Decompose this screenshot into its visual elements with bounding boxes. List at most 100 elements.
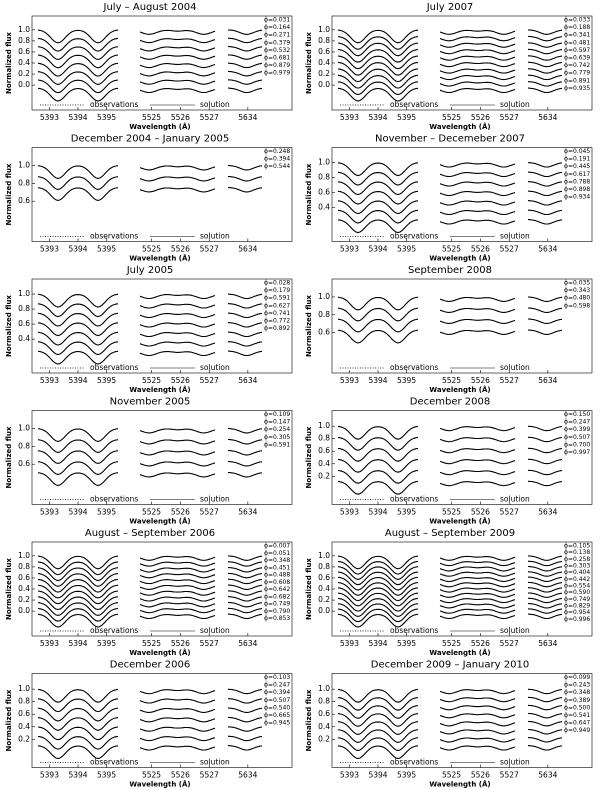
- plot-frame: [331, 278, 593, 374]
- y-axis-label: Normalized flux: [305, 295, 313, 357]
- x-tick-label: 5393: [340, 376, 359, 385]
- x-tick-label: 5394: [368, 639, 387, 648]
- y-tick-label: 1.0: [18, 160, 30, 169]
- y-tick-label: 0.8: [18, 304, 30, 313]
- spectrum: [528, 55, 563, 61]
- legend-label: observations: [90, 495, 138, 504]
- legend-label: solution: [500, 232, 530, 241]
- y-tick-label: 0.0: [318, 606, 330, 615]
- spectrum: [337, 469, 419, 484]
- x-tick-label: 5526: [171, 771, 190, 780]
- spectrum: [527, 81, 563, 87]
- panel-title: December 2008: [410, 397, 490, 408]
- spectrum: [439, 181, 516, 187]
- spectrum: [227, 716, 263, 723]
- phase-label: ϕ=0.348: [564, 689, 590, 696]
- y-tick-label: 0.6: [318, 188, 330, 197]
- phase-label: ϕ=0.451: [264, 564, 290, 571]
- x-tick-label: 5634: [238, 245, 257, 254]
- phase-label: ϕ=0.258: [564, 556, 590, 563]
- spectrum: [337, 566, 419, 580]
- x-axis-label: Wavelength (Å): [429, 648, 490, 657]
- spectrum: [439, 582, 516, 588]
- phase-label: ϕ=0.935: [564, 85, 590, 92]
- spectrum: [227, 29, 263, 35]
- y-tick-label: 1.0: [318, 421, 330, 430]
- x-tick-label: 5525: [442, 376, 461, 385]
- phase-label: ϕ=0.305: [264, 434, 290, 441]
- x-tick-label: 5634: [538, 113, 557, 122]
- phase-label: ϕ=0.481: [564, 39, 590, 46]
- x-tick-label: 5526: [171, 245, 190, 254]
- legend-label: solution: [200, 495, 230, 504]
- panel-title: November – Decemeber 2007: [375, 134, 525, 145]
- spectrum: [139, 322, 216, 328]
- phase-label: ϕ=0.488: [264, 572, 290, 579]
- spectrum: [337, 48, 419, 63]
- spectrum: [337, 329, 419, 344]
- spectrum: [527, 190, 563, 197]
- spectrum: [337, 209, 419, 224]
- y-tick-label: 0.2: [318, 471, 330, 480]
- x-tick-label: 5525: [442, 639, 461, 648]
- spectrum: [337, 571, 419, 586]
- y-axis-label: Normalized flux: [5, 295, 13, 357]
- x-tick-label: 5525: [142, 376, 161, 385]
- spectrum: [528, 307, 563, 313]
- spectrum: [337, 592, 419, 607]
- spectrum: [337, 436, 419, 451]
- spectrum: [37, 561, 119, 576]
- y-tick-label: 0.6: [18, 47, 30, 56]
- x-tick-label: 5525: [142, 771, 161, 780]
- spectrum: [439, 571, 516, 577]
- phase-label: ϕ=0.341: [564, 32, 590, 39]
- y-axis-label: Normalized flux: [305, 558, 313, 620]
- y-tick-label: 0.8: [318, 697, 330, 706]
- spectrum: [228, 471, 263, 478]
- spectrum: [439, 191, 516, 197]
- plot-frame: [331, 410, 593, 505]
- panel-title: September 2008: [408, 265, 492, 276]
- spectrum: [37, 584, 119, 599]
- spectrum: [139, 46, 216, 52]
- spectrum: [439, 561, 516, 567]
- x-tick-label: 5526: [171, 639, 190, 648]
- x-tick-label: 5634: [238, 771, 257, 780]
- spectrum: [439, 81, 516, 87]
- legend-label: solution: [500, 626, 530, 635]
- legend-label: observations: [90, 232, 138, 241]
- spectrum: [139, 608, 216, 614]
- spectrum: [527, 200, 563, 206]
- y-tick-label: 0.6: [318, 47, 330, 56]
- y-tick-label: 0.8: [318, 310, 330, 319]
- spectrum: [439, 555, 516, 561]
- spectrum: [227, 45, 263, 52]
- x-tick-label: 5395: [397, 639, 416, 648]
- y-axis-label: Normalized flux: [5, 558, 13, 620]
- spectrum: [439, 566, 516, 572]
- spectrum: [439, 200, 516, 206]
- y-tick-label: 0.6: [18, 459, 30, 468]
- spectrum: [528, 571, 563, 577]
- x-axis-label: Wavelength (Å): [129, 385, 190, 394]
- spectrum: [337, 81, 419, 96]
- spectrum: [337, 696, 419, 711]
- y-axis-label: Normalized flux: [305, 689, 313, 751]
- y-tick-label: 0.0: [318, 80, 330, 89]
- spectrum: [37, 428, 119, 442]
- x-tick-label: 5393: [40, 113, 59, 122]
- x-tick-label: 5394: [68, 376, 87, 385]
- y-axis-label: Normalized flux: [305, 426, 313, 488]
- x-tick-label: 5634: [538, 771, 557, 780]
- spectrum: [439, 592, 516, 598]
- spectrum: [227, 555, 263, 561]
- spectrum: [527, 712, 563, 719]
- phase-label: ϕ=0.945: [264, 720, 290, 727]
- x-tick-label: 5395: [97, 113, 116, 122]
- spectrum: [228, 350, 263, 357]
- x-tick-label: 5395: [397, 376, 416, 385]
- y-tick-label: 0.8: [318, 36, 330, 45]
- phase-label: ϕ=0.639: [564, 55, 590, 62]
- spectrum: [527, 597, 563, 604]
- spectrum: [228, 79, 263, 85]
